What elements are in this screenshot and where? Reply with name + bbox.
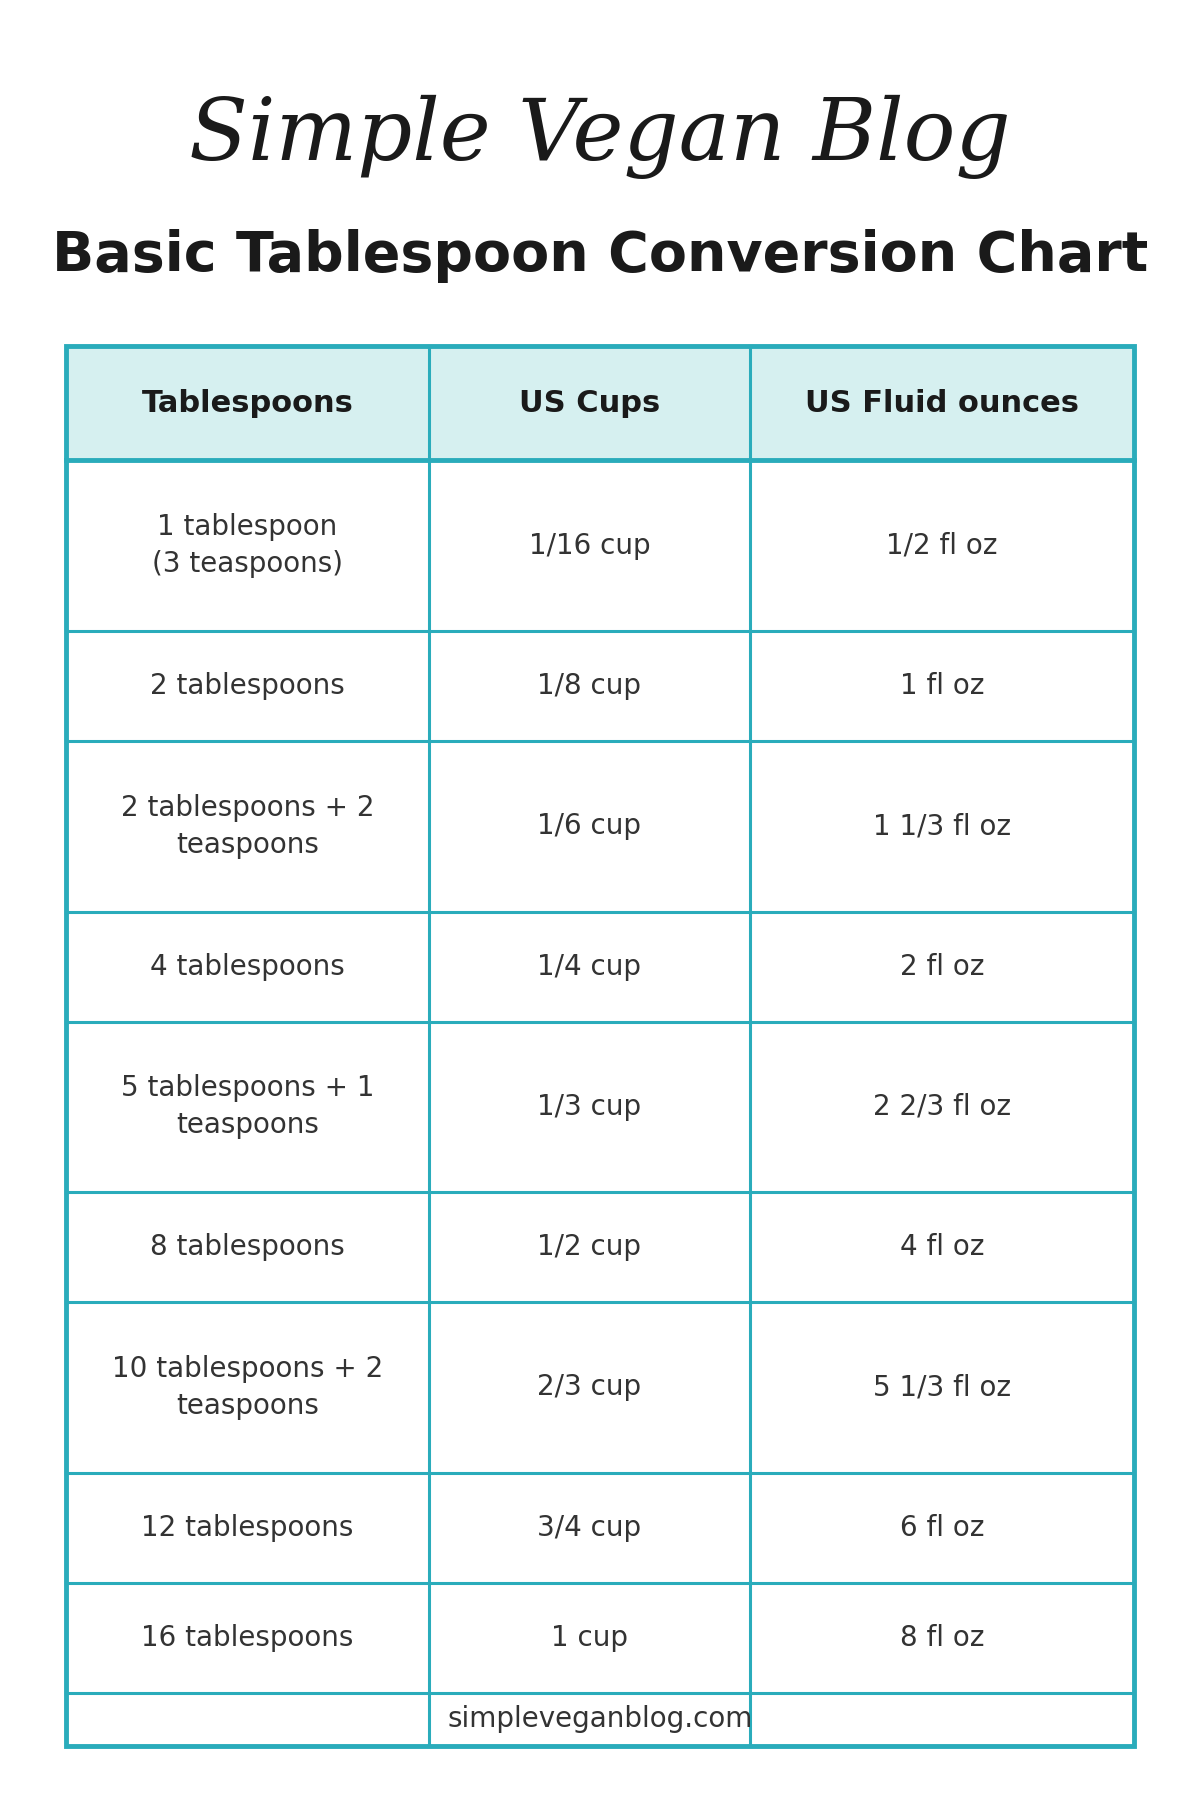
Text: 16 tablespoons: 16 tablespoons [142,1624,354,1652]
Bar [66,1472,1134,1582]
Text: 8 tablespoons: 8 tablespoons [150,1233,344,1262]
Text: Tablespoons: Tablespoons [142,389,354,418]
Text: 8 fl oz: 8 fl oz [900,1624,984,1652]
Text: Basic Tablespoon Conversion Chart: Basic Tablespoon Conversion Chart [52,229,1148,283]
Text: 1/2 cup: 1/2 cup [538,1233,641,1262]
Bar [66,1022,1134,1192]
Text: 1/2 fl oz: 1/2 fl oz [886,531,997,560]
Text: 1/6 cup: 1/6 cup [538,812,641,841]
Text: 12 tablespoons: 12 tablespoons [142,1514,354,1543]
Text: simpleveganblog.com: simpleveganblog.com [448,1705,752,1733]
Text: US Fluid ounces: US Fluid ounces [805,389,1079,418]
Text: 1 tablespoon
(3 teaspoons): 1 tablespoon (3 teaspoons) [152,513,343,578]
Text: 1 1/3 fl oz: 1 1/3 fl oz [872,812,1010,841]
Text: 1/3 cup: 1/3 cup [538,1093,641,1121]
Text: 1/8 cup: 1/8 cup [538,671,641,700]
Text: 2 tablespoons: 2 tablespoons [150,671,344,700]
Bar [66,742,1134,911]
Text: 2 2/3 fl oz: 2 2/3 fl oz [872,1093,1010,1121]
Bar [66,1301,1134,1472]
Bar [66,461,1134,632]
Text: 5 1/3 fl oz: 5 1/3 fl oz [872,1373,1010,1402]
Text: 4 tablespoons: 4 tablespoons [150,952,344,981]
Bar [66,911,1134,1022]
Text: 2 tablespoons + 2
teaspoons: 2 tablespoons + 2 teaspoons [121,794,374,859]
Text: 4 fl oz: 4 fl oz [900,1233,984,1262]
Text: 2 fl oz: 2 fl oz [900,952,984,981]
Text: 2/3 cup: 2/3 cup [538,1373,641,1402]
Bar [66,1692,1134,1746]
Text: 5 tablespoons + 1
teaspoons: 5 tablespoons + 1 teaspoons [121,1075,374,1139]
Text: 1/16 cup: 1/16 cup [528,531,650,560]
Bar [66,1192,1134,1301]
Text: 1 fl oz: 1 fl oz [900,671,984,700]
Bar [66,1582,1134,1692]
Bar [66,632,1134,742]
Text: 1 cup: 1 cup [551,1624,628,1652]
Text: 3/4 cup: 3/4 cup [538,1514,641,1543]
Text: 6 fl oz: 6 fl oz [900,1514,984,1543]
Text: Simple Vegan Blog: Simple Vegan Blog [190,95,1010,178]
Bar [66,346,1134,1746]
Bar [66,346,1134,461]
Text: US Cups: US Cups [518,389,660,418]
Text: 10 tablespoons + 2
teaspoons: 10 tablespoons + 2 teaspoons [112,1355,383,1420]
Text: 1/4 cup: 1/4 cup [538,952,641,981]
